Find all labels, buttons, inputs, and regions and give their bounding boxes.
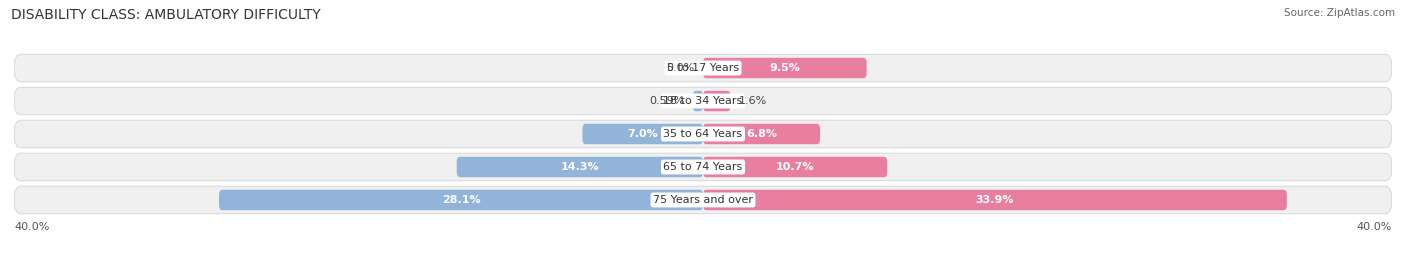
Text: 1.6%: 1.6% (740, 96, 768, 106)
FancyBboxPatch shape (14, 87, 1392, 115)
FancyBboxPatch shape (219, 190, 703, 210)
FancyBboxPatch shape (582, 124, 703, 144)
Text: 0.0%: 0.0% (666, 63, 695, 73)
FancyBboxPatch shape (703, 124, 820, 144)
FancyBboxPatch shape (457, 157, 703, 177)
FancyBboxPatch shape (693, 91, 703, 111)
Text: 40.0%: 40.0% (1357, 222, 1392, 232)
Text: 75 Years and over: 75 Years and over (652, 195, 754, 205)
Text: 7.0%: 7.0% (627, 129, 658, 139)
Text: 65 to 74 Years: 65 to 74 Years (664, 162, 742, 172)
Text: 0.59%: 0.59% (648, 96, 685, 106)
FancyBboxPatch shape (14, 186, 1392, 214)
Text: 6.8%: 6.8% (747, 129, 778, 139)
FancyBboxPatch shape (703, 157, 887, 177)
Text: DISABILITY CLASS: AMBULATORY DIFFICULTY: DISABILITY CLASS: AMBULATORY DIFFICULTY (11, 8, 321, 22)
FancyBboxPatch shape (703, 58, 866, 78)
Text: 28.1%: 28.1% (441, 195, 481, 205)
FancyBboxPatch shape (703, 91, 731, 111)
Text: 5 to 17 Years: 5 to 17 Years (666, 63, 740, 73)
FancyBboxPatch shape (703, 190, 1286, 210)
FancyBboxPatch shape (14, 54, 1392, 82)
Text: 35 to 64 Years: 35 to 64 Years (664, 129, 742, 139)
Text: 9.5%: 9.5% (769, 63, 800, 73)
Text: 14.3%: 14.3% (561, 162, 599, 172)
Text: Source: ZipAtlas.com: Source: ZipAtlas.com (1284, 8, 1395, 18)
FancyBboxPatch shape (14, 120, 1392, 148)
Text: 10.7%: 10.7% (776, 162, 814, 172)
Text: 33.9%: 33.9% (976, 195, 1014, 205)
Text: 18 to 34 Years: 18 to 34 Years (664, 96, 742, 106)
Text: 40.0%: 40.0% (14, 222, 49, 232)
FancyBboxPatch shape (14, 153, 1392, 181)
